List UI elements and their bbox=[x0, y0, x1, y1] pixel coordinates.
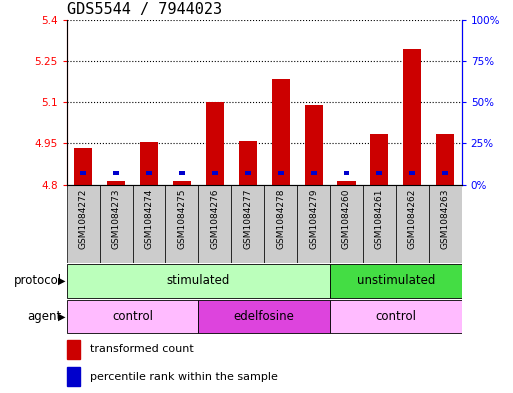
Bar bbox=[330, 264, 462, 298]
Text: control: control bbox=[376, 310, 417, 323]
Bar bbox=[199, 185, 231, 263]
Bar bbox=[179, 171, 185, 174]
Text: GSM1084260: GSM1084260 bbox=[342, 189, 351, 249]
Text: unstimulated: unstimulated bbox=[357, 274, 435, 288]
Bar bbox=[107, 181, 125, 185]
Bar bbox=[305, 105, 323, 185]
Bar bbox=[67, 367, 80, 386]
Bar bbox=[67, 185, 100, 263]
Bar bbox=[330, 300, 462, 333]
Bar bbox=[396, 185, 429, 263]
Bar bbox=[67, 264, 330, 298]
Bar bbox=[67, 300, 199, 333]
Text: edelfosine: edelfosine bbox=[234, 310, 294, 323]
Bar bbox=[199, 300, 330, 333]
Bar bbox=[377, 171, 382, 174]
Bar bbox=[429, 185, 462, 263]
Bar bbox=[344, 171, 349, 174]
Text: ▶: ▶ bbox=[58, 276, 66, 286]
Bar bbox=[278, 171, 284, 174]
Text: protocol: protocol bbox=[13, 274, 62, 288]
Text: GSM1084273: GSM1084273 bbox=[111, 189, 121, 249]
Bar bbox=[212, 171, 218, 174]
Bar bbox=[442, 171, 448, 174]
Text: GSM1084262: GSM1084262 bbox=[408, 189, 417, 249]
Bar bbox=[173, 181, 191, 185]
Bar bbox=[100, 185, 132, 263]
Text: ▶: ▶ bbox=[58, 311, 66, 321]
Bar bbox=[310, 171, 317, 174]
Text: control: control bbox=[112, 310, 153, 323]
Bar bbox=[370, 134, 388, 185]
Text: GSM1084274: GSM1084274 bbox=[145, 189, 153, 249]
Text: agent: agent bbox=[27, 310, 62, 323]
Text: percentile rank within the sample: percentile rank within the sample bbox=[90, 372, 278, 382]
Text: stimulated: stimulated bbox=[167, 274, 230, 288]
Bar bbox=[338, 181, 356, 185]
Bar bbox=[231, 185, 264, 263]
Bar bbox=[363, 185, 396, 263]
Bar bbox=[239, 141, 257, 185]
Bar bbox=[403, 49, 421, 185]
Bar bbox=[74, 148, 92, 185]
Bar bbox=[330, 185, 363, 263]
Text: GSM1084278: GSM1084278 bbox=[276, 189, 285, 249]
Bar bbox=[409, 171, 416, 174]
Bar bbox=[264, 185, 297, 263]
Bar bbox=[165, 185, 199, 263]
Bar bbox=[271, 79, 290, 185]
Bar bbox=[245, 171, 251, 174]
Bar bbox=[436, 134, 455, 185]
Text: GSM1084272: GSM1084272 bbox=[78, 189, 88, 249]
Bar bbox=[146, 171, 152, 174]
Text: transformed count: transformed count bbox=[90, 344, 193, 354]
Text: GDS5544 / 7944023: GDS5544 / 7944023 bbox=[67, 2, 222, 17]
Text: GSM1084276: GSM1084276 bbox=[210, 189, 220, 249]
Bar bbox=[113, 171, 119, 174]
Bar bbox=[297, 185, 330, 263]
Text: GSM1084277: GSM1084277 bbox=[243, 189, 252, 249]
Bar bbox=[67, 340, 80, 359]
Text: GSM1084275: GSM1084275 bbox=[177, 189, 186, 249]
Bar bbox=[206, 102, 224, 185]
Bar bbox=[132, 185, 165, 263]
Text: GSM1084279: GSM1084279 bbox=[309, 189, 318, 249]
Bar bbox=[80, 171, 86, 174]
Text: GSM1084261: GSM1084261 bbox=[375, 189, 384, 249]
Bar bbox=[140, 142, 158, 185]
Text: GSM1084263: GSM1084263 bbox=[441, 189, 450, 249]
